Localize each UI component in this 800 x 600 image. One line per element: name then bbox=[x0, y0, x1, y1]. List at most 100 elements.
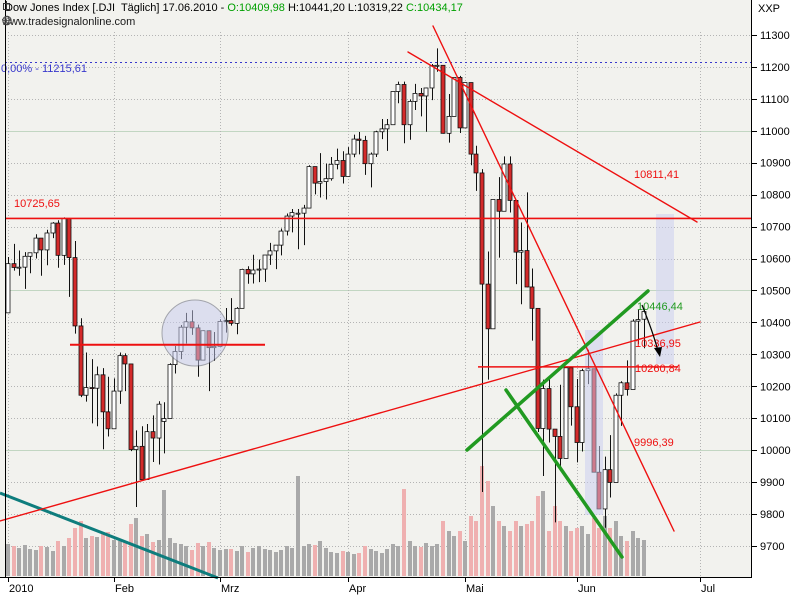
candle-body bbox=[473, 153, 479, 174]
candle-body bbox=[289, 212, 295, 217]
volume-bar bbox=[564, 526, 568, 576]
teal-indicator-line[interactable] bbox=[0, 491, 219, 580]
volume-bar bbox=[201, 546, 205, 576]
candle-body bbox=[5, 263, 11, 314]
candle-body bbox=[607, 469, 613, 483]
volume-bar bbox=[441, 521, 445, 576]
volume-bar bbox=[235, 551, 239, 576]
volume-bar bbox=[380, 553, 384, 576]
volume-bar bbox=[514, 521, 518, 576]
candle-body bbox=[161, 418, 167, 422]
candle-body bbox=[234, 307, 240, 324]
candle-body bbox=[328, 163, 334, 180]
red-trendline[interactable] bbox=[432, 25, 675, 532]
volume-bar bbox=[636, 538, 640, 576]
x-axis-label: Mrz bbox=[221, 583, 239, 595]
candle-body bbox=[613, 394, 619, 483]
candle-body bbox=[284, 215, 290, 232]
candle-body bbox=[262, 254, 268, 270]
volume-bar bbox=[329, 552, 333, 576]
candle-body bbox=[89, 387, 95, 389]
red-trendline[interactable] bbox=[407, 51, 698, 223]
chart-title-bar: Dow Jones Index [.DJI Täglich] 17.06.201… bbox=[2, 1, 463, 14]
candle-body bbox=[468, 82, 474, 155]
price-line-label: 10725,65 bbox=[14, 198, 60, 210]
candle-body bbox=[267, 250, 273, 256]
projection-arrow-head[interactable] bbox=[654, 347, 662, 357]
candle-body bbox=[546, 388, 552, 430]
candle-body bbox=[457, 77, 463, 129]
projection-band[interactable] bbox=[585, 330, 603, 515]
volume-bar bbox=[374, 551, 378, 576]
trendline-label: 10446,44 bbox=[637, 301, 683, 313]
candle-body bbox=[362, 139, 368, 165]
candle-body bbox=[245, 268, 251, 275]
volume-bar bbox=[402, 489, 406, 576]
candle-body bbox=[11, 263, 17, 268]
volume-bar bbox=[224, 549, 228, 576]
axis-symbol-label: XXP bbox=[758, 3, 781, 15]
candle-body bbox=[61, 218, 67, 256]
volume-bar bbox=[396, 546, 400, 576]
y-axis-label: 10100 bbox=[760, 413, 791, 425]
volume-bar bbox=[79, 521, 83, 576]
candle-body bbox=[345, 153, 351, 177]
candle-body bbox=[273, 244, 279, 252]
candle-body bbox=[440, 64, 446, 134]
candle-body bbox=[312, 166, 318, 184]
volume-bar bbox=[28, 549, 32, 576]
y-axis-label: 10300 bbox=[760, 349, 791, 361]
volume-bar bbox=[413, 546, 417, 576]
trendline-label: 10336,95 bbox=[635, 338, 681, 350]
volume-bar bbox=[580, 526, 584, 576]
candle-body bbox=[111, 390, 117, 430]
circle-annotation[interactable] bbox=[161, 299, 229, 367]
volume-bar bbox=[313, 545, 317, 576]
candle-body bbox=[105, 411, 111, 430]
volume-bar bbox=[140, 536, 144, 576]
candle-body bbox=[55, 222, 61, 256]
volume-bar bbox=[112, 540, 116, 576]
candle-body bbox=[22, 255, 28, 268]
candle-body bbox=[462, 82, 468, 129]
candle-body bbox=[618, 382, 624, 396]
candle-body bbox=[66, 218, 72, 258]
volume-bar bbox=[452, 536, 456, 576]
red-trendline[interactable] bbox=[0, 321, 701, 522]
candle-body bbox=[513, 200, 519, 253]
volume-bar bbox=[118, 541, 122, 576]
volume-bar bbox=[363, 546, 367, 576]
candle-body bbox=[228, 320, 234, 324]
volume-bar bbox=[162, 490, 166, 576]
candle-body bbox=[384, 124, 390, 130]
volume-bar bbox=[519, 526, 523, 576]
candle-body bbox=[368, 153, 374, 165]
candle-body bbox=[295, 212, 301, 215]
watermark-link[interactable]: www.tradesignalonline.com bbox=[2, 15, 136, 28]
volume-bar bbox=[296, 476, 300, 576]
volume-bar bbox=[625, 541, 629, 576]
y-axis-label: 9900 bbox=[760, 477, 784, 489]
volume-bar bbox=[424, 543, 428, 576]
x-axis-label: Jun bbox=[578, 583, 596, 595]
candle-body bbox=[624, 382, 630, 390]
projection-band[interactable] bbox=[656, 214, 674, 364]
y-axis-label: 10000 bbox=[760, 445, 791, 457]
candle-body bbox=[579, 370, 585, 443]
volume-bar bbox=[341, 551, 345, 576]
volume-bar bbox=[218, 550, 222, 576]
volume-bar bbox=[597, 528, 601, 576]
volume-bar bbox=[357, 553, 361, 576]
green-trendline[interactable] bbox=[465, 289, 650, 452]
volume-bar bbox=[23, 545, 27, 576]
volume-bar bbox=[307, 544, 311, 576]
candle-body bbox=[83, 387, 89, 396]
volume-bar bbox=[212, 548, 216, 576]
candle-body bbox=[301, 207, 307, 214]
green-trendline[interactable] bbox=[504, 388, 624, 559]
candle-body bbox=[373, 131, 379, 155]
candle-body bbox=[27, 252, 33, 257]
chart-plot-area[interactable] bbox=[0, 0, 751, 577]
volume-bar bbox=[642, 540, 646, 576]
